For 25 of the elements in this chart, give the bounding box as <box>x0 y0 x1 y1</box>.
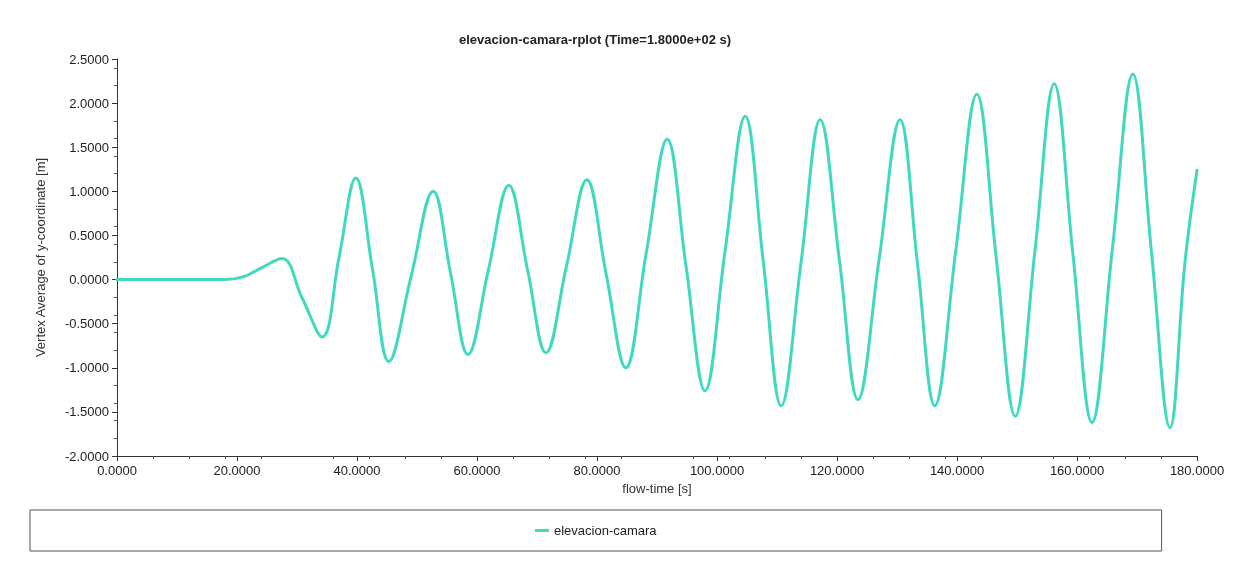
y-tick-label: -1.0000 <box>64 360 109 376</box>
x-axis-title: flow-time [s] <box>622 480 692 496</box>
x-tick-label: 60.0000 <box>453 463 501 478</box>
x-tick-label: 140.0000 <box>929 463 985 478</box>
y-tick-label: 1.0000 <box>69 183 109 199</box>
x-tick-label: 160.0000 <box>1049 463 1105 478</box>
y-tick-label: 1.5000 <box>69 139 109 155</box>
y-tick-label: 2.0000 <box>69 95 109 111</box>
y-tick-label: -2.0000 <box>64 448 109 464</box>
chart-title: elevacion-camara-rplot (Time=1.8000e+02 s) <box>458 32 732 47</box>
y-axis-title: Vertex Average of y-coordinate [m] <box>33 157 48 358</box>
y-tick-label: -0.5000 <box>64 316 109 332</box>
y-tick-label: 0.5000 <box>69 227 109 243</box>
x-tick-label: 80.0000 <box>573 463 621 478</box>
y-tick-label: -1.5000 <box>64 404 109 420</box>
line-series <box>115 72 1199 430</box>
x-tick-label: 40.0000 <box>333 463 381 478</box>
x-tick-label: 180.0000 <box>1169 463 1225 478</box>
x-tick-label: 100.0000 <box>689 463 745 478</box>
x-tick-label: 120.0000 <box>809 463 865 478</box>
y-tick-label: 0.0000 <box>69 272 109 288</box>
x-tick-label: 20.0000 <box>213 463 261 478</box>
x-tick-label: 0.0000 <box>97 463 137 478</box>
legend-label: elevacion-camara <box>554 523 658 538</box>
y-tick-label: 2.5000 <box>69 51 109 67</box>
